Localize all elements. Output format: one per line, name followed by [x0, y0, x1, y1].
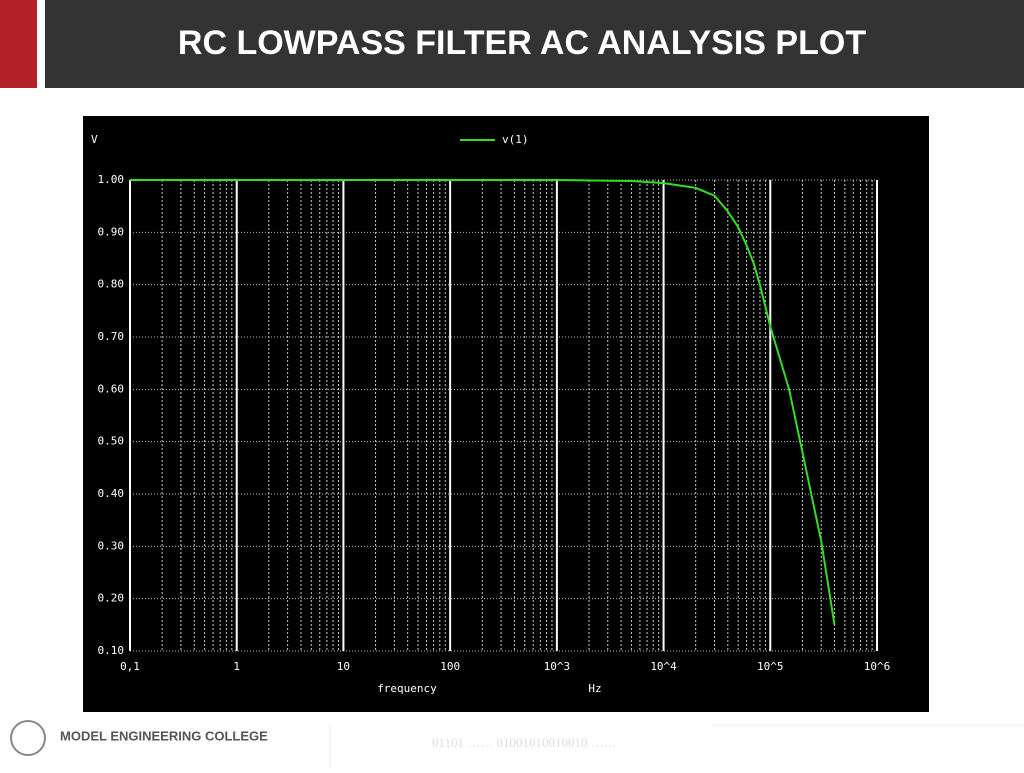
header-bar — [45, 0, 1024, 88]
plot-lines — [130, 179, 836, 625]
slide-title: RC LOWPASS FILTER AC ANALYSIS PLOT — [178, 24, 866, 62]
binary-decoration: 01101 …… 01001010010010 …… — [432, 735, 617, 750]
x-tick-label: 10^4 — [650, 660, 677, 673]
y-tick-label: 1.00 — [98, 173, 125, 186]
x-tick-label: 100 — [440, 660, 460, 673]
y-axis-label: V — [91, 133, 98, 146]
y-tick-label: 0.50 — [98, 435, 125, 448]
x-tick-label: 10^5 — [757, 660, 784, 673]
y-tick-label: 0.10 — [98, 644, 125, 657]
x-tick-label: 10^3 — [544, 660, 571, 673]
series-line — [130, 179, 836, 625]
y-tick-label: 0.70 — [98, 330, 125, 343]
y-tick-label: 0.20 — [98, 592, 125, 605]
accent-block — [0, 0, 37, 88]
y-tick-label: 0.60 — [98, 382, 125, 395]
grid: 1.00 0.90 0.80 0.70 0.60 0.50 0.40 0.30 0.20 0.10… — [98, 173, 891, 673]
y-tick-label: 0.30 — [98, 539, 125, 552]
college-name: MODEL ENGINEERING COLLEGE — [60, 728, 268, 743]
x-axis-unit: Hz — [588, 682, 601, 695]
y-tick-label: 0.40 — [98, 487, 125, 500]
x-tick-label: 10 — [337, 660, 350, 673]
x-axis-label: frequency — [377, 682, 437, 695]
logo — [10, 720, 46, 756]
y-tick-label: 0.90 — [98, 225, 125, 238]
y-tick-label: 0.80 — [98, 278, 125, 291]
x-tick-label: 1 — [233, 660, 240, 673]
x-tick-label: 0,1 — [120, 660, 140, 673]
legend-label: v(1) — [502, 133, 529, 146]
legend: v(1) — [460, 133, 529, 146]
x-tick-label: 10^6 — [864, 660, 891, 673]
plot-background — [83, 116, 929, 712]
